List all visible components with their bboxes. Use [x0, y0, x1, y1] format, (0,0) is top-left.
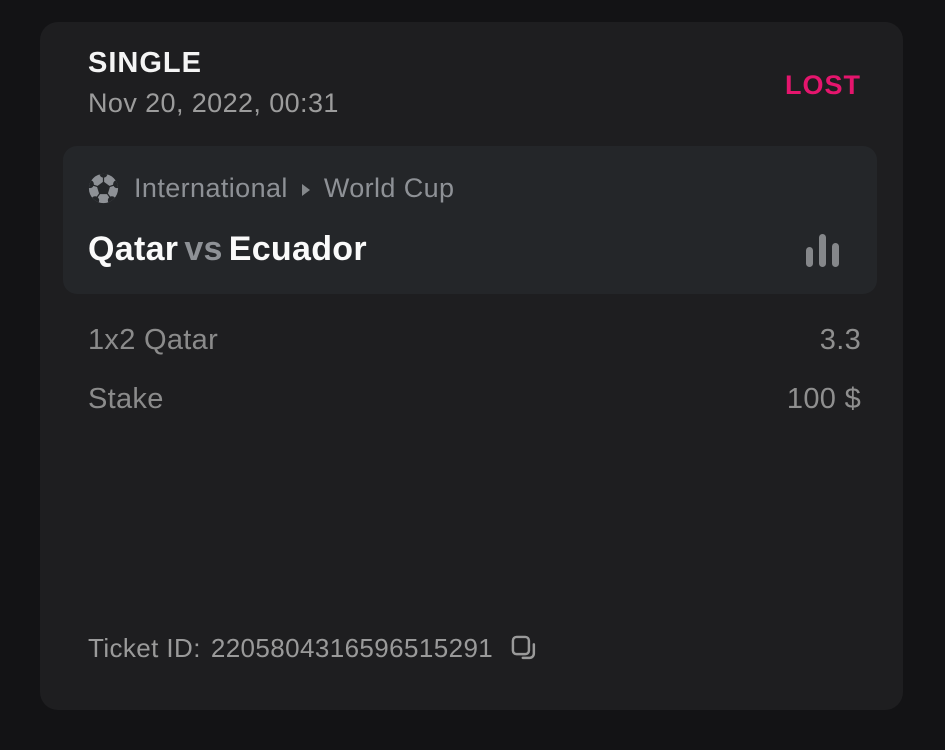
selection-label: 1x2 Qatar — [88, 324, 219, 356]
ticket-header: SINGLE Nov 20, 2022, 00:31 LOST — [88, 46, 861, 119]
ticket-datetime: Nov 20, 2022, 00:31 — [88, 88, 339, 118]
home-team: Qatar — [88, 230, 179, 268]
stake-value: 100 $ — [786, 383, 861, 415]
breadcrumb: International World Cup — [88, 173, 851, 204]
match-card[interactable]: International World Cup Qatar vs Ecuador — [63, 146, 877, 294]
chevron-right-icon — [301, 183, 310, 196]
stake-row: Stake 100 $ — [88, 383, 861, 416]
breadcrumb-category: International — [134, 173, 288, 203]
ticket-id-value: 2205804316596515291 — [210, 632, 494, 663]
selection-odds: 3.3 — [819, 324, 861, 356]
bar-chart-icon[interactable] — [806, 231, 839, 268]
ticket-id-label: Ticket ID: — [88, 632, 201, 663]
ticket-type-label: SINGLE — [88, 47, 202, 79]
match-title: Qatar vs Ecuador — [88, 230, 367, 269]
soccer-ball-icon — [88, 173, 119, 204]
match-title-row: Qatar vs Ecuador — [88, 230, 851, 269]
copy-icon[interactable] — [509, 632, 539, 664]
bet-ticket-card: SINGLE Nov 20, 2022, 00:31 LOST — [40, 22, 903, 710]
stake-label: Stake — [88, 383, 164, 415]
away-team: Ecuador — [228, 230, 367, 268]
ticket-footer: Ticket ID: 2205804316596515291 — [88, 632, 861, 664]
breadcrumb-tournament: World Cup — [323, 173, 455, 203]
status-badge: LOST — [785, 70, 861, 100]
vs-separator: vs — [184, 230, 223, 268]
ticket-header-left: SINGLE Nov 20, 2022, 00:31 — [88, 46, 339, 119]
selection-row: 1x2 Qatar 3.3 — [88, 324, 861, 357]
